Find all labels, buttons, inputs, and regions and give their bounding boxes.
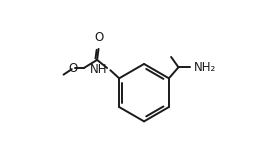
Text: O: O — [94, 31, 103, 44]
Text: NH₂: NH₂ — [194, 61, 217, 74]
Text: NH: NH — [90, 63, 108, 76]
Text: O: O — [68, 62, 78, 75]
